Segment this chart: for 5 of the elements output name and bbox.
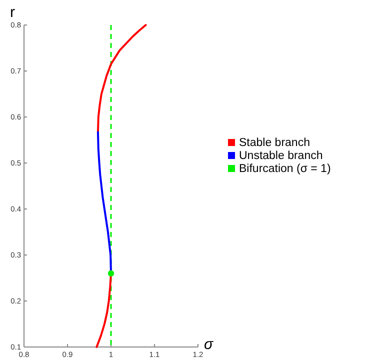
y-axis-title: r: [10, 4, 15, 21]
legend-label: Unstable branch: [239, 150, 323, 162]
legend-label: Bifurcation (σ = 1): [239, 163, 331, 175]
x-axis-title: σ: [204, 336, 214, 353]
legend-label: Stable branch: [239, 137, 310, 149]
